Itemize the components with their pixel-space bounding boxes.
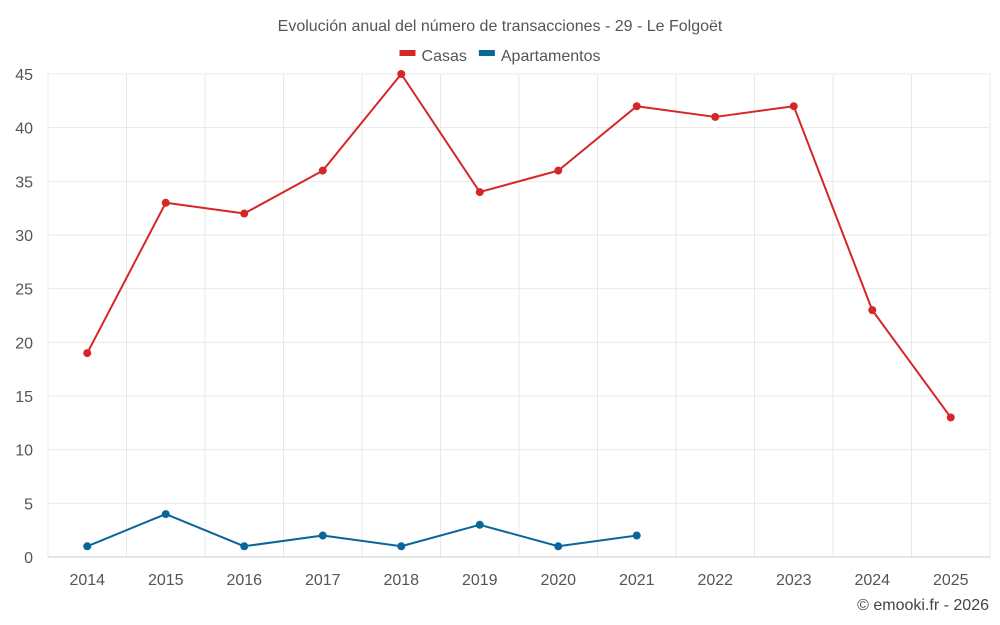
series-line <box>86 513 637 548</box>
data-point[interactable] <box>161 198 170 207</box>
data-point[interactable] <box>632 102 641 111</box>
y-tick-label: 15 <box>15 389 33 406</box>
y-axis-ticks: 0 5 10 15 20 25 30 35 40 45 <box>15 67 33 567</box>
series-line <box>86 73 952 419</box>
x-tick-label: 2014 <box>69 572 105 589</box>
y-tick-label: 35 <box>15 174 33 191</box>
data-point[interactable] <box>240 209 249 218</box>
x-tick-label: 2022 <box>697 572 733 589</box>
series-apartamentos <box>83 510 641 551</box>
data-point[interactable] <box>397 542 406 551</box>
data-point[interactable] <box>554 166 563 175</box>
grid-lines <box>47 73 991 558</box>
data-point[interactable] <box>475 520 484 529</box>
data-point[interactable] <box>789 102 798 111</box>
legend-swatch <box>399 50 416 56</box>
x-tick-label: 2015 <box>148 572 184 589</box>
data-point[interactable] <box>397 70 406 78</box>
x-tick-label: 2021 <box>619 572 655 589</box>
y-tick-label: 20 <box>15 335 33 352</box>
legend-label[interactable]: Casas <box>422 48 467 65</box>
data-point[interactable] <box>711 112 720 121</box>
x-tick-label: 2019 <box>462 572 498 589</box>
y-tick-label: 10 <box>15 443 33 460</box>
data-point[interactable] <box>868 306 877 315</box>
data-point[interactable] <box>632 531 641 540</box>
x-tick-label: 2025 <box>933 572 969 589</box>
y-tick-label: 30 <box>15 228 33 245</box>
credit-text: © emooki.fr - 2026 <box>857 597 989 614</box>
x-tick-label: 2020 <box>540 572 576 589</box>
x-tick-label: 2016 <box>226 572 262 589</box>
x-tick-label: 2017 <box>305 572 341 589</box>
x-tick-label: 2023 <box>776 572 812 589</box>
legend: Casas Apartamentos <box>399 48 601 65</box>
data-point[interactable] <box>554 542 563 551</box>
series-group <box>83 70 955 551</box>
legend-swatch <box>478 50 495 56</box>
y-tick-label: 40 <box>15 121 33 138</box>
data-point[interactable] <box>83 349 92 358</box>
data-point[interactable] <box>83 542 92 551</box>
legend-label[interactable]: Apartamentos <box>501 48 601 65</box>
y-tick-label: 45 <box>15 67 33 84</box>
series-casas <box>83 70 955 422</box>
x-tick-label: 2018 <box>383 572 419 589</box>
x-axis-ticks: 2014 2015 2016 2017 2018 2019 2020 2021 2022 2023… <box>69 572 968 589</box>
x-tick-label: 2024 <box>854 572 890 589</box>
y-tick-label: 25 <box>15 282 33 299</box>
data-point[interactable] <box>240 542 249 551</box>
y-tick-label: 0 <box>24 550 33 567</box>
data-point[interactable] <box>946 413 955 422</box>
y-tick-label: 5 <box>24 496 33 513</box>
data-point[interactable] <box>318 166 327 175</box>
data-point[interactable] <box>475 188 484 197</box>
data-point[interactable] <box>318 531 327 540</box>
data-point[interactable] <box>161 510 170 519</box>
chart-title: Evolución anual del número de transaccio… <box>278 18 723 35</box>
